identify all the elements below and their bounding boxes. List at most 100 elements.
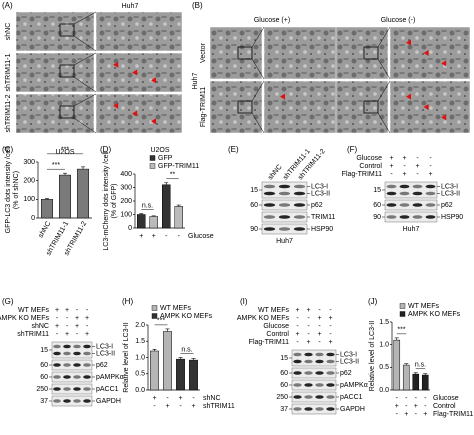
significance-label: n.s. [181, 346, 192, 353]
bar [150, 350, 159, 391]
band [315, 352, 324, 357]
condition-sign: + [55, 323, 59, 330]
mw-marker: 90 [373, 214, 381, 221]
band [73, 387, 81, 391]
panel-label: (J) [368, 297, 378, 306]
micrograph [95, 52, 183, 93]
band [304, 383, 313, 387]
y-tick-label: 2.0 [135, 322, 145, 329]
legend-label: WT MEFs [160, 305, 191, 312]
condition-sign: + [404, 411, 408, 418]
y-tick-label: 0.5 [379, 364, 389, 371]
micrograph [389, 80, 471, 134]
zoom-line [73, 76, 97, 93]
condition-sign: - [396, 395, 399, 402]
band [315, 407, 324, 411]
mw-marker: 15 [373, 187, 381, 194]
band [63, 344, 71, 349]
arrow [406, 39, 411, 46]
condition-label: Glucose [263, 323, 289, 330]
band [293, 395, 302, 399]
legend-label: GFP [158, 155, 173, 162]
band [83, 363, 91, 367]
band [73, 399, 81, 403]
band-label: HSP90 [311, 226, 333, 233]
condition-sign: - [405, 395, 408, 402]
band-label: p62 [311, 202, 323, 209]
condition-sign: - [329, 307, 332, 314]
band [326, 371, 335, 375]
y-tick-label: 300 [120, 184, 132, 191]
significance-label: n.s. [415, 362, 426, 369]
condition-sign: + [75, 315, 79, 322]
condition-sign: + [75, 323, 79, 330]
zoom-line [251, 80, 265, 102]
condition-sign: + [295, 331, 299, 338]
panel-label: (I) [240, 297, 248, 306]
column-header: Glucose (+) [254, 17, 290, 24]
condition-sign: - [424, 395, 427, 402]
condition-sign: + [389, 155, 393, 162]
panel-label: (A) [2, 1, 13, 10]
condition-sign: - [403, 163, 406, 170]
zoom-box [59, 23, 75, 37]
band [315, 359, 324, 364]
band-label: LC3-I [441, 183, 458, 190]
band [386, 203, 397, 207]
band [315, 383, 324, 387]
cell-line: Huh7 [403, 226, 420, 233]
band [63, 399, 71, 403]
band-label: p62 [340, 370, 352, 377]
condition-sign: + [402, 155, 406, 162]
chart-title: U2OS [55, 149, 74, 156]
y-tick-label: 1.5 [379, 319, 389, 326]
bar [58, 174, 72, 219]
band [83, 351, 91, 356]
y-axis-label: Relative level of LC3-II [369, 321, 376, 391]
band [263, 227, 276, 231]
condition-sign: + [295, 307, 299, 314]
condition-sign: + [55, 307, 59, 314]
band [278, 227, 291, 231]
y-tick-label: 200 [120, 198, 132, 205]
bar [149, 216, 158, 229]
micrograph [263, 80, 345, 134]
band-label: pAMPKα [340, 382, 368, 389]
zoom-box [363, 46, 379, 60]
micrograph [335, 26, 389, 80]
cell-line: Huh7 [276, 238, 293, 245]
y-tick-label: 0 [31, 215, 35, 222]
condition-sign: - [56, 315, 59, 322]
band-label: GAPDH [96, 398, 121, 405]
y-tick-label: 300 [23, 159, 35, 166]
band [293, 227, 306, 231]
mw-marker: 60 [40, 362, 48, 369]
significance-label: n.s. [142, 203, 153, 210]
condition-sign: - [429, 155, 432, 162]
blot-strip [384, 181, 438, 199]
condition-sign: + [178, 395, 182, 402]
condition-label: Glucose [356, 155, 382, 162]
y-axis-label: GFP-LC3 dots intensity /cell [5, 146, 12, 233]
band [399, 203, 410, 207]
condition-sign: + [165, 403, 169, 410]
row-label: shTRIM11-2 [5, 94, 12, 132]
band [304, 407, 313, 411]
arrow [132, 110, 138, 117]
zoom-line [377, 80, 391, 102]
condition-sign: + [389, 163, 393, 170]
y-tick-label: 400 [120, 171, 132, 178]
zoom-line [251, 58, 265, 80]
micrograph [263, 26, 345, 80]
chart-title: U2OS [150, 147, 169, 154]
condition-sign: + [328, 339, 332, 346]
band-label: pACC1 [340, 394, 363, 401]
condition-sign: + [191, 403, 195, 410]
condition-sign: - [318, 339, 321, 346]
condition-sign: - [416, 171, 419, 178]
micrograph [15, 93, 95, 134]
row-label: shNC [5, 23, 12, 41]
micrograph [15, 52, 95, 93]
condition-sign: + [328, 315, 332, 322]
mw-marker: 15 [280, 355, 288, 362]
